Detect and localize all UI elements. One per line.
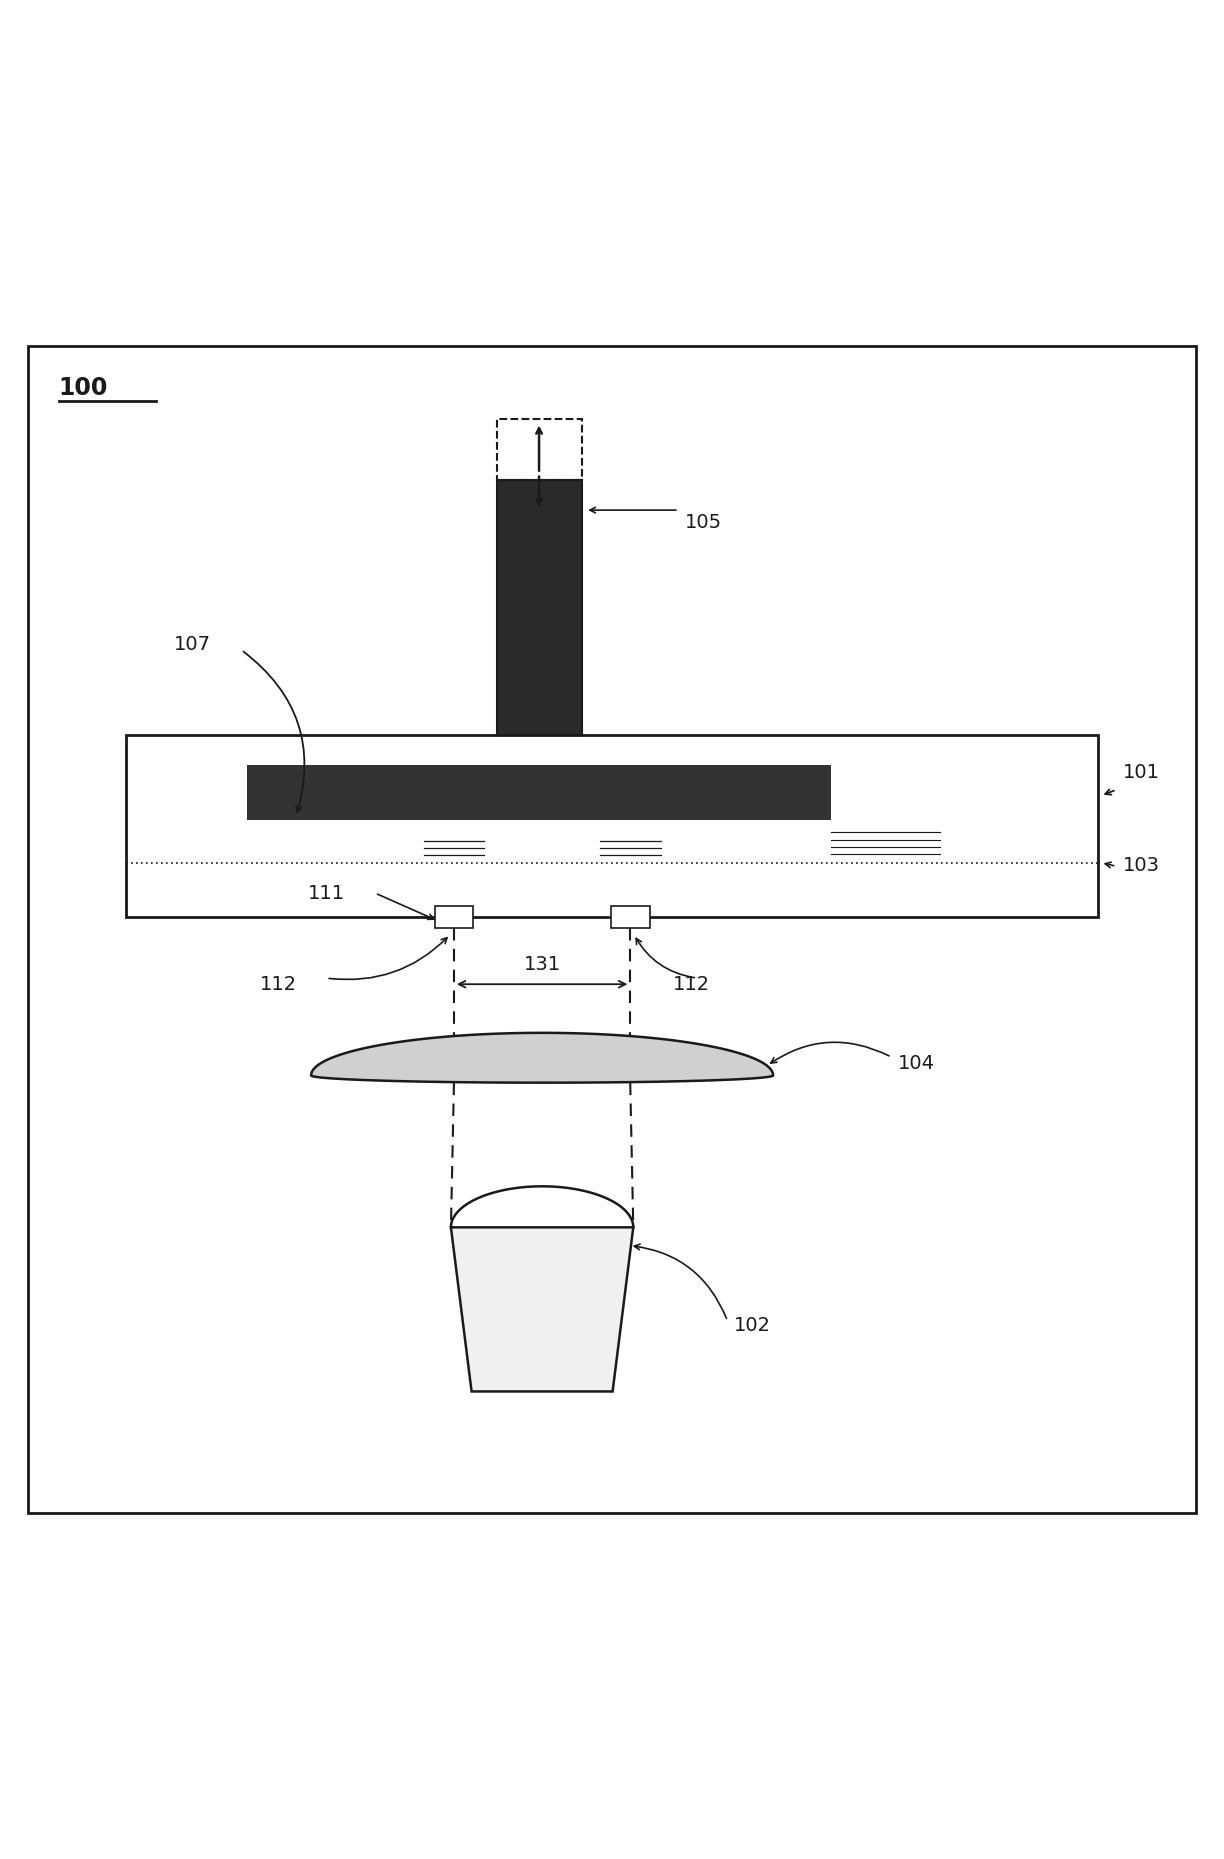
Bar <box>497 480 581 734</box>
Text: 112: 112 <box>673 976 710 995</box>
Polygon shape <box>450 1227 633 1391</box>
Text: 112: 112 <box>259 976 296 995</box>
Bar <box>126 734 1098 916</box>
Polygon shape <box>311 1034 774 1082</box>
Bar <box>611 907 650 928</box>
Text: 100: 100 <box>59 376 108 400</box>
Text: 103: 103 <box>1122 857 1159 876</box>
Text: 131: 131 <box>524 956 561 974</box>
Text: 107: 107 <box>174 636 212 654</box>
Bar <box>247 766 831 820</box>
Text: 102: 102 <box>733 1316 771 1335</box>
Text: 101: 101 <box>1122 762 1159 781</box>
Text: 105: 105 <box>685 513 722 532</box>
Text: 104: 104 <box>897 1054 935 1073</box>
Bar <box>435 907 474 928</box>
Text: 111: 111 <box>308 885 345 903</box>
Bar <box>497 418 581 480</box>
